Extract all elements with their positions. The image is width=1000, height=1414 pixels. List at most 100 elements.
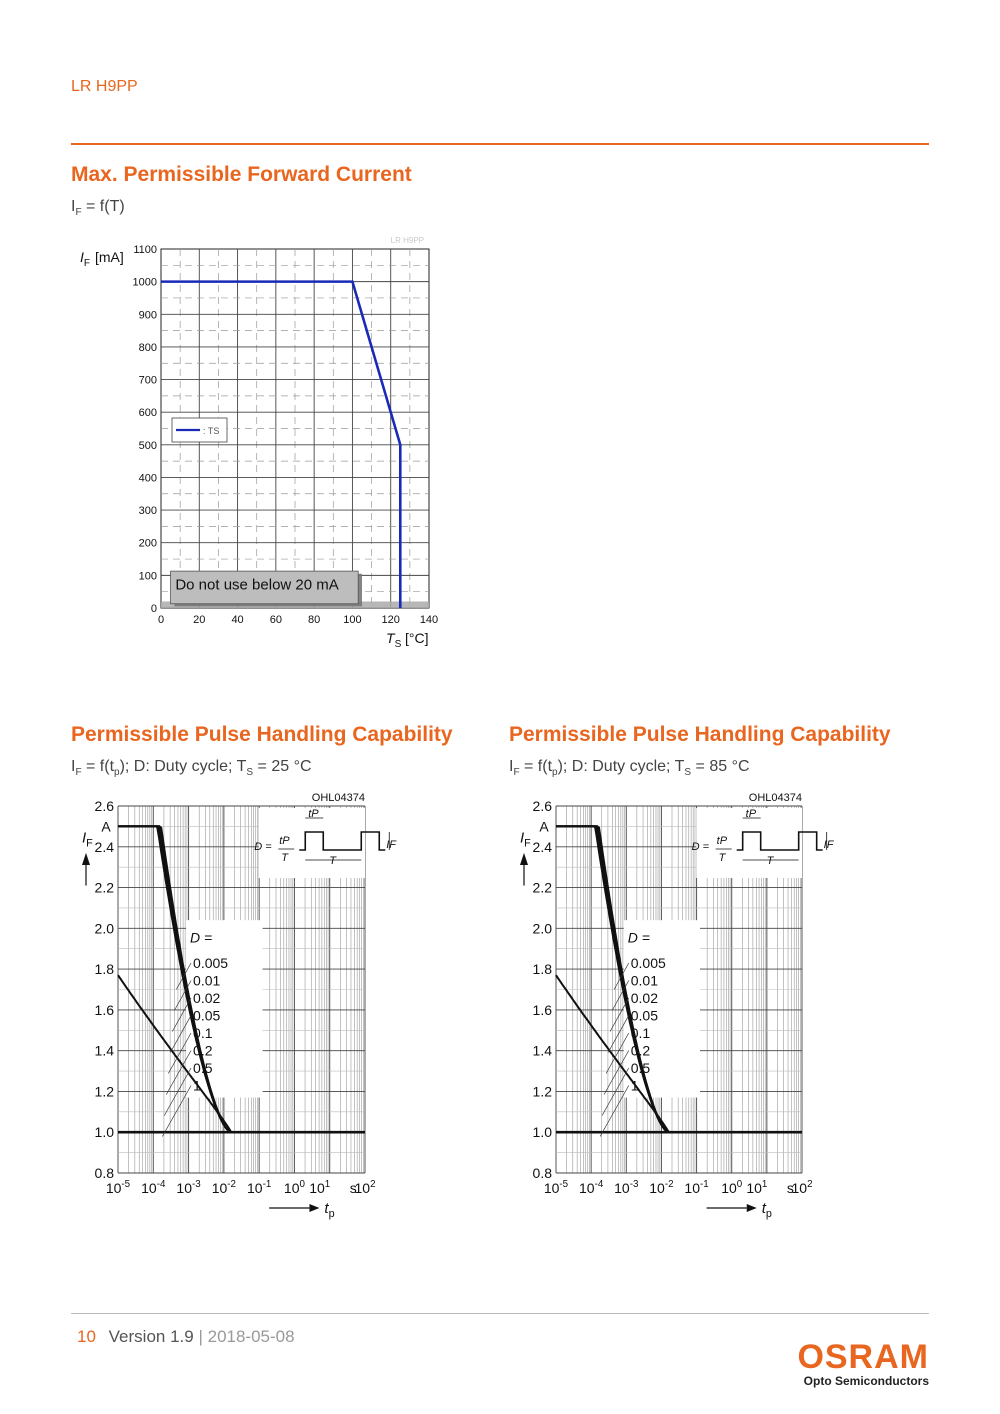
inset-tp-top: tP — [308, 808, 319, 820]
legend-box — [186, 920, 263, 1098]
legend-leader — [176, 962, 192, 990]
inset-T: T — [281, 852, 289, 864]
y-tick-label: 600 — [139, 407, 157, 419]
y-tick-label: 400 — [139, 472, 157, 484]
y-axis-arrowhead — [82, 852, 90, 865]
y-tick-label: 800 — [139, 342, 157, 354]
footer-separator: | — [198, 1327, 203, 1346]
y-tick-label: 2.0 — [533, 920, 553, 936]
legend-leader — [168, 1032, 192, 1074]
y-tick-label: 500 — [139, 440, 157, 452]
x-tick-label: 120 — [382, 614, 400, 626]
y-tick-label: 0 — [151, 603, 157, 615]
y-axis-arrowhead — [520, 852, 528, 865]
x-tick-label: 10-5 — [544, 1179, 569, 1196]
legend-label: 0.05 — [193, 1007, 220, 1023]
legend-label: 0.5 — [631, 1060, 651, 1076]
y-tick-label: 1.6 — [95, 1002, 115, 1018]
legend-box — [623, 920, 700, 1098]
legend-leader — [170, 1015, 192, 1053]
legend-title: D = — [190, 930, 212, 946]
y-tick-label: 1.0 — [533, 1124, 553, 1140]
x-axis-label: TS — [386, 630, 402, 650]
x-tick-label: 101 — [746, 1179, 767, 1196]
legend-leader — [599, 1085, 630, 1137]
section-title-pulse-25: Permissible Pulse Handling Capability — [71, 723, 453, 746]
logo-tagline: Opto Semiconductors — [803, 1374, 929, 1388]
legend-label: 0.1 — [631, 1025, 651, 1041]
inset-T-bottom: T — [767, 855, 775, 867]
legend-label: 0.2 — [631, 1042, 651, 1058]
footer: 10 Version 1.9 | 2018-05-08 — [77, 1327, 295, 1347]
x-tick-label: 101 — [309, 1179, 330, 1196]
legend-label: 1 — [193, 1077, 201, 1093]
x-axis-arrowhead — [746, 1204, 757, 1212]
legend-label: 0.01 — [631, 972, 658, 988]
y-tick-label: 1.4 — [95, 1043, 115, 1059]
y-tick-label: 900 — [139, 309, 157, 321]
y-tick-label: 2.4 — [533, 839, 553, 855]
legend-label: 0.02 — [193, 990, 220, 1006]
inset-T: T — [719, 852, 727, 864]
x-tick-label: 10-3 — [614, 1179, 639, 1196]
legend-label: 0.5 — [193, 1060, 213, 1076]
y-tick-label: 0.8 — [533, 1165, 553, 1181]
y-tick-label: 200 — [139, 538, 157, 550]
y-tick-label: 700 — [139, 375, 157, 387]
legend-leader — [166, 1050, 192, 1095]
formula-forward-current: IF = f(T) — [71, 198, 125, 219]
y-tick-label: 100 — [139, 570, 157, 582]
x-tick-label: 100 — [284, 1179, 306, 1196]
legend-leader — [603, 1050, 630, 1095]
legend-label: 0.1 — [193, 1025, 213, 1041]
inset-if: IF — [824, 839, 835, 851]
y-tick-label: 0.8 — [95, 1165, 115, 1181]
y-tick-label: 2.4 — [95, 839, 115, 855]
legend-title: D = — [628, 930, 650, 946]
version: Version 1.9 — [108, 1327, 194, 1346]
y-axis-unit: A — [101, 818, 111, 834]
y-tick-label: 1.2 — [95, 1083, 115, 1099]
annotation-label: Do not use below 20 mA — [175, 577, 338, 594]
legend-label: 1 — [631, 1077, 639, 1093]
x-tick-label: 10-4 — [579, 1179, 604, 1196]
legend-label: 0.02 — [631, 990, 658, 1006]
x-tick-label: 140 — [420, 614, 438, 626]
chart-code: OHL04374 — [312, 792, 365, 804]
legend-leader — [172, 997, 192, 1032]
legend-leader — [605, 1032, 630, 1074]
page-number: 10 — [77, 1327, 96, 1346]
x-tick-label: 10-1 — [684, 1179, 708, 1196]
y-tick-label: 300 — [139, 505, 157, 517]
inset-waveform — [736, 831, 823, 851]
x-axis-arrowhead — [309, 1204, 320, 1212]
y-tick-label: 1.4 — [533, 1043, 553, 1059]
legend-leader — [607, 1015, 630, 1053]
legend-label: 0.005 — [193, 955, 228, 971]
inset-box — [258, 808, 365, 878]
x-axis-unit: s — [787, 1180, 794, 1196]
annotation-box — [170, 570, 359, 605]
y-axis-unit: A — [539, 818, 549, 834]
legend-leader — [611, 980, 630, 1011]
y-tick-label: 1100 — [133, 244, 157, 256]
y-axis-label: IF — [82, 830, 93, 850]
x-tick-label: 40 — [231, 614, 243, 626]
x-tick-label: 10-4 — [141, 1179, 166, 1196]
inset-if: IF — [386, 839, 397, 851]
y-tick-label: 1.6 — [533, 1002, 553, 1018]
y-tick-label: 2.2 — [95, 880, 115, 896]
x-tick-label: 80 — [308, 614, 320, 626]
section-title-pulse-85: Permissible Pulse Handling Capability — [509, 723, 891, 746]
y-tick-label: 2.0 — [95, 920, 115, 936]
y-axis-label: IF — [80, 249, 90, 269]
legend-label: : TS — [203, 426, 219, 436]
header-rule — [71, 143, 929, 145]
y-tick-label: 1.8 — [95, 961, 115, 977]
inset-d-label: D = — [254, 841, 272, 853]
x-axis-unit: s — [350, 1180, 357, 1196]
document-id: LR H9PP — [71, 78, 138, 95]
x-tick-label: 102 — [791, 1179, 812, 1196]
y-tick-label: 2.6 — [533, 798, 553, 814]
y-tick-label: 1000 — [133, 277, 157, 289]
